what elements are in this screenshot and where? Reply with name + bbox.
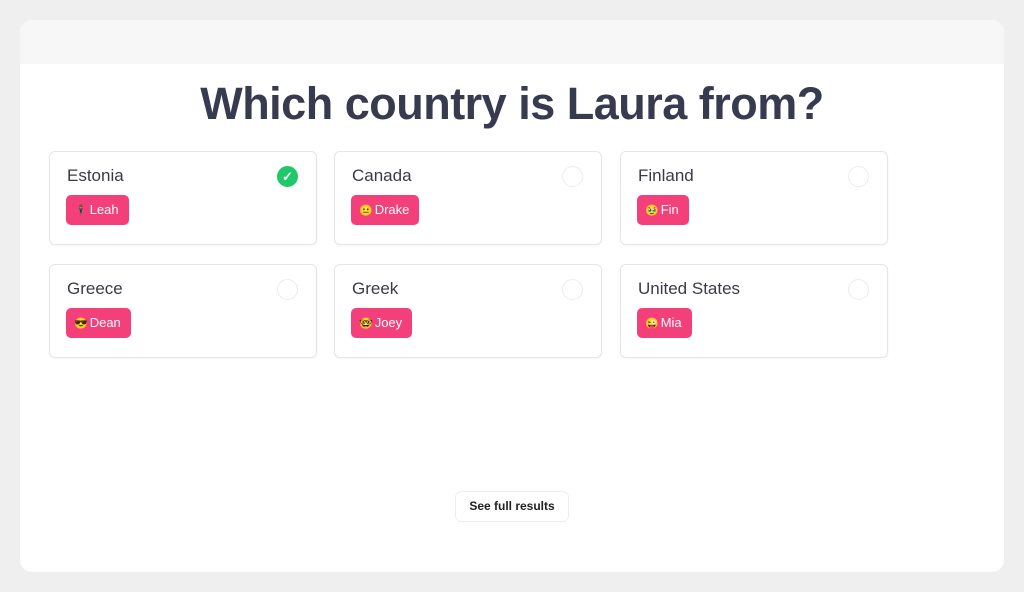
check-icon: ✓ [277,166,298,187]
emoji-icon: 😐 [359,205,373,217]
voter-tag: 😜 Mia [637,308,692,338]
option-card-united-states[interactable]: United States 😜 Mia [620,264,888,358]
voter-tag: 🕴 Leah [66,195,129,225]
see-full-results-button[interactable]: See full results [455,491,569,522]
option-card-greece[interactable]: Greece 😎 Dean [49,264,317,358]
voter-name: Mia [660,315,682,330]
option-label: United States [638,279,741,298]
question-title: Which country is Laura from? [200,78,824,129]
voter-name: Joey [374,315,403,330]
option-label: Estonia [67,166,124,185]
option-card-estonia[interactable]: Estonia ✓ 🕴 Leah [49,151,317,245]
voter-tag: 🥹 Fin [637,195,689,225]
voter-name: Fin [660,202,679,217]
voter-tag: 😐 Drake [351,195,420,225]
emoji-icon: 🤓 [359,318,373,330]
option-label: Finland [638,166,694,185]
option-card-finland[interactable]: Finland 🥹 Fin [620,151,888,245]
voter-tag: 🤓 Joey [351,308,413,338]
voter-name: Leah [89,202,119,217]
voter-name: Dean [89,315,121,330]
radio-icon[interactable] [848,166,869,187]
option-label: Greek [352,279,399,298]
emoji-icon: 🕴 [74,205,88,217]
option-label: Greece [67,279,123,298]
emoji-icon: 😜 [645,318,659,330]
emoji-icon: 😎 [74,318,88,330]
option-card-canada[interactable]: Canada 😐 Drake [334,151,602,245]
radio-icon[interactable] [848,279,869,300]
option-label: Canada [352,166,412,185]
option-card-greek[interactable]: Greek 🤓 Joey [334,264,602,358]
radio-icon[interactable] [277,279,298,300]
radio-icon[interactable] [562,279,583,300]
voter-tag: 😎 Dean [66,308,131,338]
quiz-panel: Which country is Laura from? Estonia ✓ 🕴… [20,20,1004,572]
emoji-icon: 🥹 [645,205,659,217]
radio-icon[interactable] [562,166,583,187]
voter-name: Drake [374,202,410,217]
top-bar [20,20,1004,64]
